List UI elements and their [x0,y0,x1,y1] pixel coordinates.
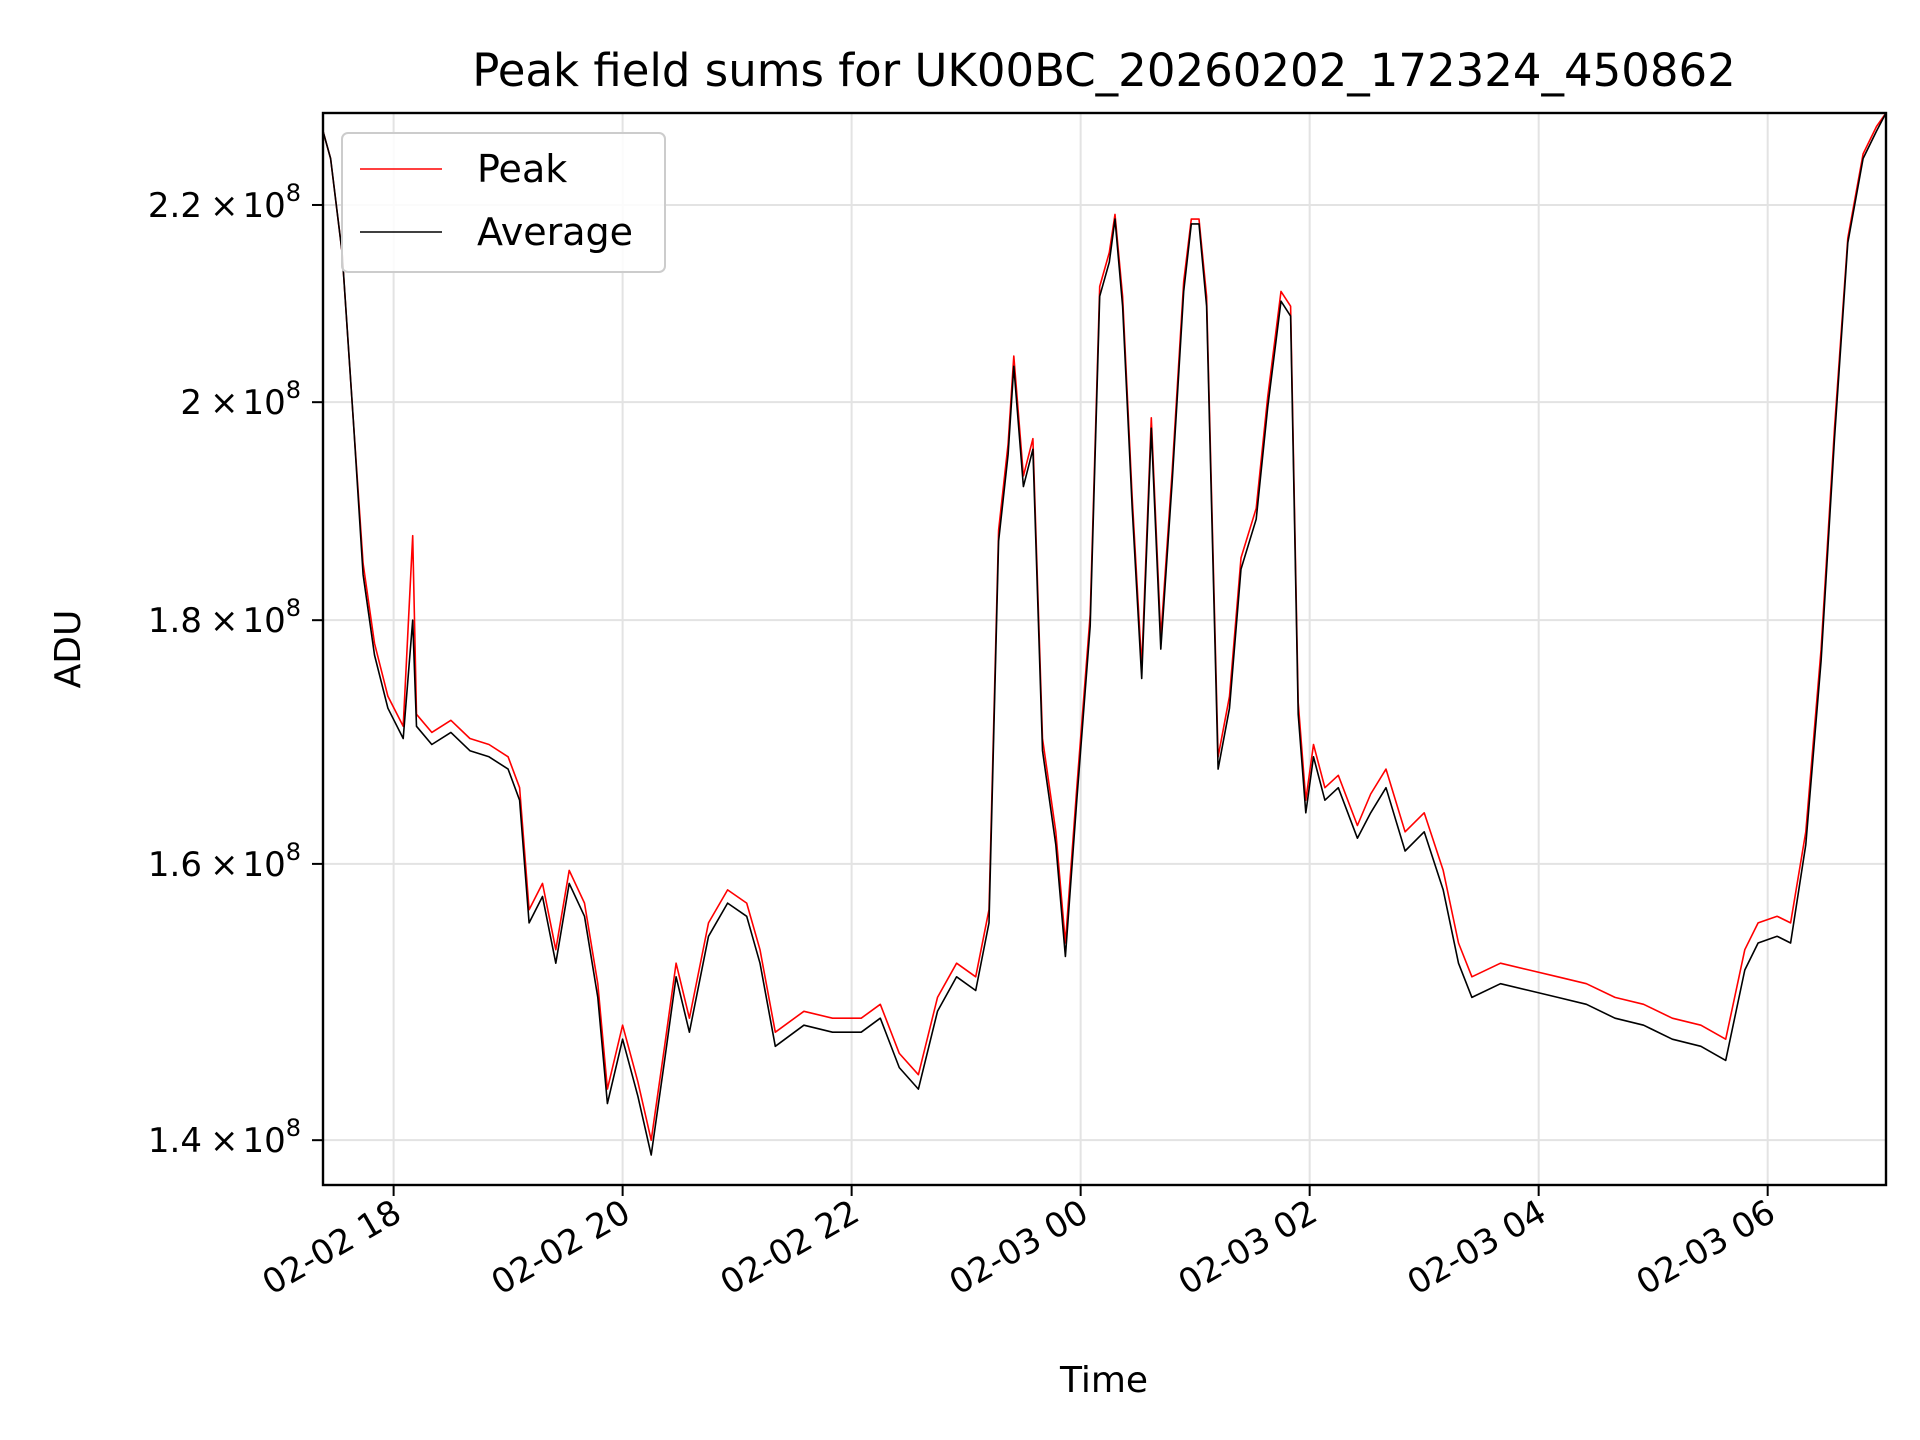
y-tick-exponent: 8 [286,179,301,207]
legend: Peak Average [341,132,666,273]
y-tick-base: 10 [242,1121,285,1161]
legend-box [341,132,666,273]
legend-label-average: Average [477,210,633,254]
y-tick-times: × [210,186,239,226]
y-tick-base: 10 [242,383,285,423]
y-tick-label: 1.4 × 108 [148,1114,301,1161]
y-tick-exponent: 8 [286,594,301,622]
y-tick-times: × [210,845,239,885]
y-tick-mantissa: 2 [180,383,202,423]
y-tick-label: 1.6 × 108 [148,838,301,885]
y-tick-mantissa: 2.2 [148,186,202,226]
y-tick-times: × [210,601,239,641]
y-tick-base: 10 [242,186,285,226]
legend-label-peak: Peak [477,147,567,191]
y-tick-base: 10 [242,601,285,641]
series-layer [322,112,1887,1156]
chart-title: Peak field sums for UK00BC_20260202_1723… [472,44,1736,97]
y-tick-exponent: 8 [286,838,301,866]
y-tick-times: × [210,1121,239,1161]
y-tick-mantissa: 1.4 [148,1121,202,1161]
y-axis-label: ADU [48,610,89,689]
series-line-average [322,112,1887,1156]
y-tick-times: × [210,383,239,423]
y-tick-label: 2 × 108 [180,376,301,423]
plot-frame [321,111,1888,1187]
y-tick-label: 2.2 × 108 [148,179,301,226]
y-tick-mantissa: 1.8 [148,601,202,641]
y-tick-label: 1.8 × 108 [148,594,301,641]
y-tick-mantissa: 1.6 [148,845,202,885]
x-axis-label: Time [1059,1360,1148,1401]
y-tick-exponent: 8 [286,1114,301,1142]
y-tick-base: 10 [242,845,285,885]
y-tick-exponent: 8 [286,376,301,404]
